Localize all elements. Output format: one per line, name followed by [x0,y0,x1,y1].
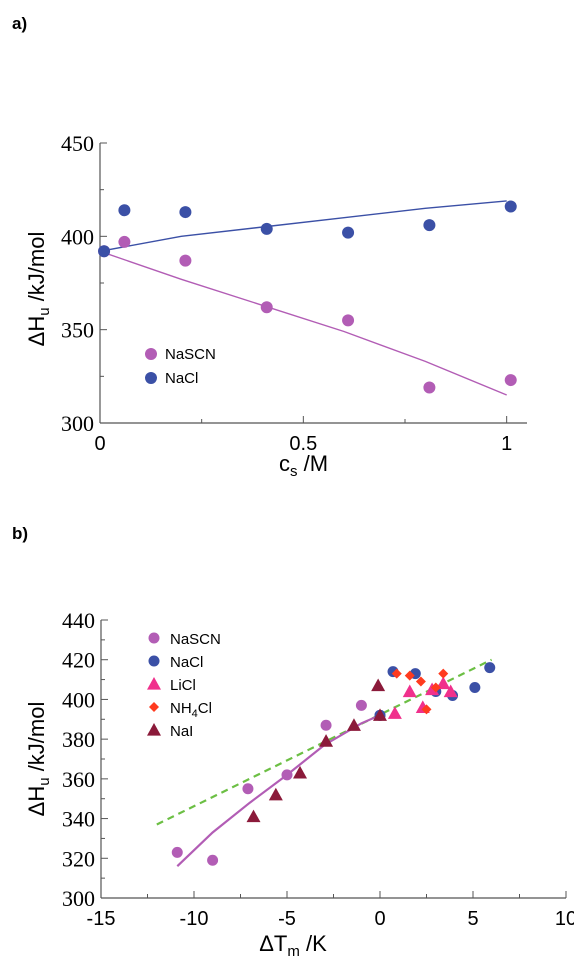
data-point-nascn [207,854,219,866]
data-point-nascn [320,719,332,731]
data-point-nh4cl [430,682,441,693]
chart-a: 300 350 400 450 0 0.5 1 cs /M ΔHu /kJ/mol NaSCN Na… [24,131,527,480]
y-tick-label: 380 [62,727,95,752]
fit-line-nascn [99,250,507,396]
legend-label-nacl: NaCl [165,370,198,387]
legend-label-licl: LiCl [170,677,196,694]
x-tick-label: 0.5 [289,433,317,455]
legend-marker-nh4cl [149,702,159,712]
data-point-nascn [179,254,192,267]
data-point-nai [268,787,283,801]
legend-marker-nascn [145,348,157,360]
data-point-nacl [98,245,111,258]
data-point-nai [246,809,261,823]
data-point-nai [319,734,334,747]
data-point-nacl [423,219,436,232]
data-point-nh4cl [438,668,449,679]
x-axis-title: ΔTm /K [259,931,327,960]
data-point-nascn [355,699,367,711]
data-point-nai [293,765,308,779]
data-point-licl [402,684,417,698]
x-tick-label: 0 [94,433,105,455]
x-axis-title: cs /M [279,451,328,480]
legend-marker-nai [147,723,161,736]
y-axis-title: ΔHu /kJ/mol [24,702,53,817]
panel-label-b: b) [12,524,29,543]
y-tick-label: 450 [61,131,94,156]
y-tick-label: 400 [62,687,95,712]
x-tick-label: 5 [467,908,478,930]
legend-label-nacl: NaCl [170,654,203,671]
legend-marker-nacl [148,655,160,667]
y-tick-label: 300 [61,411,94,436]
data-point-nacl [118,204,131,217]
data-point-nascn [504,374,517,387]
data-point-nai [371,678,386,692]
fit-line-nacl [99,200,507,252]
data-point-nascn [242,783,254,795]
y-tick-label: 320 [62,846,95,871]
y-tick-label: 440 [62,608,95,633]
data-point-nh4cl [391,668,402,679]
data-point-licl [436,676,451,690]
y-tick-label: 300 [62,886,95,911]
x-tick-label: 10 [555,908,574,930]
legend-marker-nacl [145,372,157,384]
legend-label-nh4cl: NH4Cl [170,700,212,720]
data-point-nascn [118,235,131,248]
data-point-nacl [260,222,273,235]
legend-label-nai: NaI [170,723,193,740]
data-point-nascn [342,314,355,327]
data-point-licl [387,706,402,719]
x-tick-label: 1 [501,433,512,455]
panel-label-a: a) [12,14,28,33]
data-point-nascn [171,846,183,858]
x-tick-label: -5 [278,908,296,930]
y-axis-title: ΔHu /kJ/mol [24,232,53,347]
data-point-nascn [281,769,293,781]
legend-marker-nascn [148,632,160,644]
data-point-nai [373,708,387,721]
data-point-nascn [423,381,436,394]
x-tick-label: 0 [374,908,385,930]
y-tick-label: 400 [61,224,94,249]
x-tick-label: -15 [87,908,116,930]
legend-marker-licl [147,677,161,690]
data-point-nh4cl [404,670,415,681]
data-point-nh4cl [421,704,432,715]
fit-line-solid [176,714,381,867]
x-tick-label: -10 [180,908,209,930]
data-point-nacl [342,226,355,239]
legend-label-nascn: NaSCN [170,631,221,648]
data-point-nascn [260,301,273,314]
data-point-nh4cl [415,676,426,687]
data-point-nai [346,718,361,731]
y-tick-label: 360 [62,767,95,792]
y-tick-label: 350 [61,318,94,343]
legend-label-nascn: NaSCN [165,346,216,363]
data-point-nacl [504,200,517,213]
data-point-nacl [484,662,496,674]
data-point-nacl [469,682,481,694]
y-tick-label: 420 [62,648,95,673]
data-point-nacl [179,206,192,219]
y-tick-label: 340 [62,807,95,832]
data-point-licl [443,684,458,698]
